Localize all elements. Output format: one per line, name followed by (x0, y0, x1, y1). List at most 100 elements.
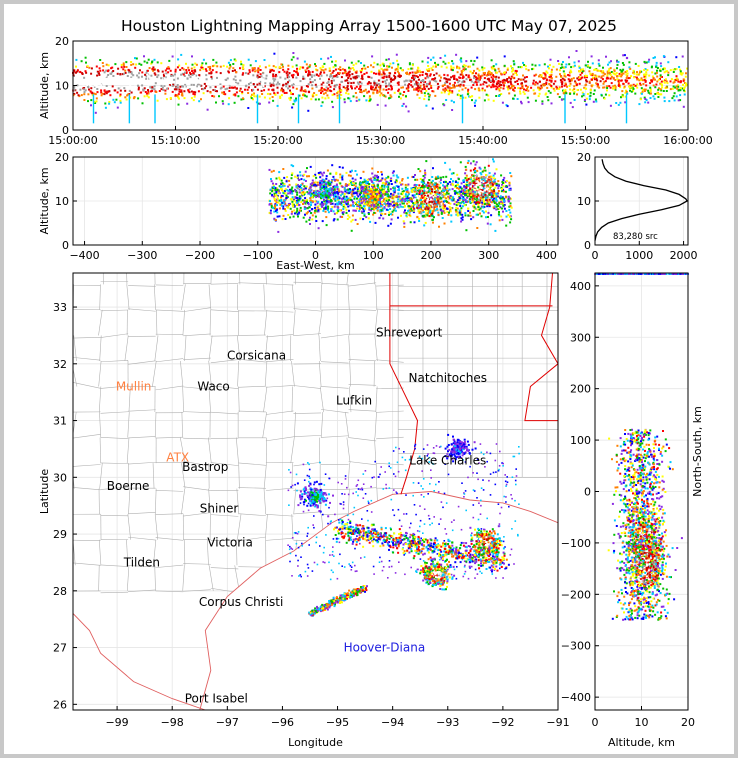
altitude-time-point (396, 68, 399, 71)
altitude-time-point (81, 74, 84, 77)
east-west-cell-0 (440, 200, 443, 203)
altitude-time-point (534, 92, 537, 95)
altitude-time-point (682, 89, 685, 92)
east-west-cell-0 (425, 209, 427, 212)
east-west-point (488, 172, 491, 175)
altitude-time-point (237, 80, 240, 83)
east-west-point (273, 207, 276, 210)
altitude-time-point (583, 76, 586, 79)
altitude-time-point (124, 71, 127, 74)
east-west-point (295, 211, 298, 214)
altitude-time-point (432, 56, 435, 59)
east-west-cell-0 (421, 189, 424, 192)
east-west-point (286, 196, 289, 199)
altitude-time-point (570, 77, 573, 80)
altitude-time-point (235, 91, 238, 94)
altitude-time-point (440, 76, 442, 79)
east-west-point (507, 197, 510, 200)
altitude-time-point (329, 89, 332, 92)
east-west-cell-1 (465, 180, 468, 183)
altitude-time-point (215, 61, 218, 64)
altitude-time-point (338, 71, 341, 74)
east-west-point (303, 185, 306, 188)
altitude-time-point (430, 58, 432, 61)
altitude-time-point (140, 91, 143, 94)
east-west-cell-0 (430, 196, 433, 199)
east-west-cell-0 (418, 189, 421, 192)
altitude-time-point (474, 99, 477, 102)
east-west-point (320, 189, 323, 192)
altitude-time-point (410, 84, 413, 87)
east-west-point (372, 176, 375, 179)
east-west-point (490, 214, 493, 217)
east-west-point (463, 190, 466, 193)
east-west-cell-0 (412, 188, 415, 190)
east-west-point (425, 186, 428, 189)
east-west-cell-0 (430, 214, 433, 217)
altitude-time-point (113, 89, 116, 92)
altitude-time-point (524, 65, 527, 68)
altitude-time-point (258, 65, 261, 68)
altitude-time-point (207, 81, 210, 84)
altitude-time-point (561, 98, 563, 101)
east-west-point (462, 181, 465, 183)
altitude-time-point (254, 60, 257, 63)
east-west-point (379, 187, 382, 190)
altitude-time-point (156, 99, 159, 102)
altitude-time-point (180, 89, 183, 92)
east-west-point (348, 209, 350, 212)
altitude-time-ytick-label: 10 (55, 80, 69, 93)
east-west-point (290, 164, 293, 167)
east-west-point (389, 200, 392, 203)
altitude-time-point (534, 64, 537, 67)
east-west-cell-0 (440, 209, 443, 212)
east-west-point (285, 180, 288, 183)
altitude-time-point (633, 72, 636, 75)
altitude-time-point (660, 65, 663, 68)
east-west-point (304, 202, 307, 205)
altitude-time-point (602, 71, 605, 74)
east-west-point (493, 192, 496, 195)
east-west-point (297, 200, 300, 203)
altitude-time-point (389, 96, 392, 99)
east-west-point (316, 210, 319, 213)
altitude-time-point (621, 72, 624, 75)
altitude-time-point (540, 75, 543, 78)
east-west-point (460, 187, 463, 190)
altitude-time-point (180, 90, 183, 93)
altitude-time-point (321, 96, 324, 99)
east-west-point (390, 177, 393, 180)
altitude-time-point (100, 94, 103, 97)
altitude-time-point (296, 57, 299, 60)
altitude-time-point (156, 61, 159, 64)
altitude-time-point (85, 77, 88, 80)
altitude-time-point (183, 90, 186, 93)
east-west-point (367, 217, 370, 220)
east-west-point (496, 195, 499, 198)
altitude-time-point (143, 95, 146, 98)
east-west-cell-0 (425, 189, 428, 191)
altitude-time-point (219, 83, 222, 86)
altitude-time-point (588, 70, 591, 73)
east-west-point (502, 182, 504, 184)
altitude-time-point (263, 59, 266, 61)
altitude-time-point (257, 80, 260, 83)
altitude-time-point (96, 70, 99, 73)
altitude-time-point (450, 76, 453, 79)
altitude-time-point (276, 76, 279, 79)
altitude-time-point (331, 60, 334, 63)
east-west-point (359, 217, 362, 220)
altitude-time-point (622, 54, 625, 57)
altitude-time-point (333, 88, 336, 91)
altitude-time-point (147, 89, 149, 91)
altitude-time-point (519, 92, 522, 95)
east-west-point (275, 201, 278, 204)
altitude-time-point (487, 98, 490, 101)
altitude-time-point (272, 77, 275, 80)
altitude-time-point (625, 80, 628, 83)
altitude-time-point (203, 85, 205, 88)
altitude-time-point (302, 75, 305, 78)
altitude-time-point (561, 83, 564, 86)
east-west-point (318, 190, 321, 193)
east-west-point (343, 193, 346, 195)
